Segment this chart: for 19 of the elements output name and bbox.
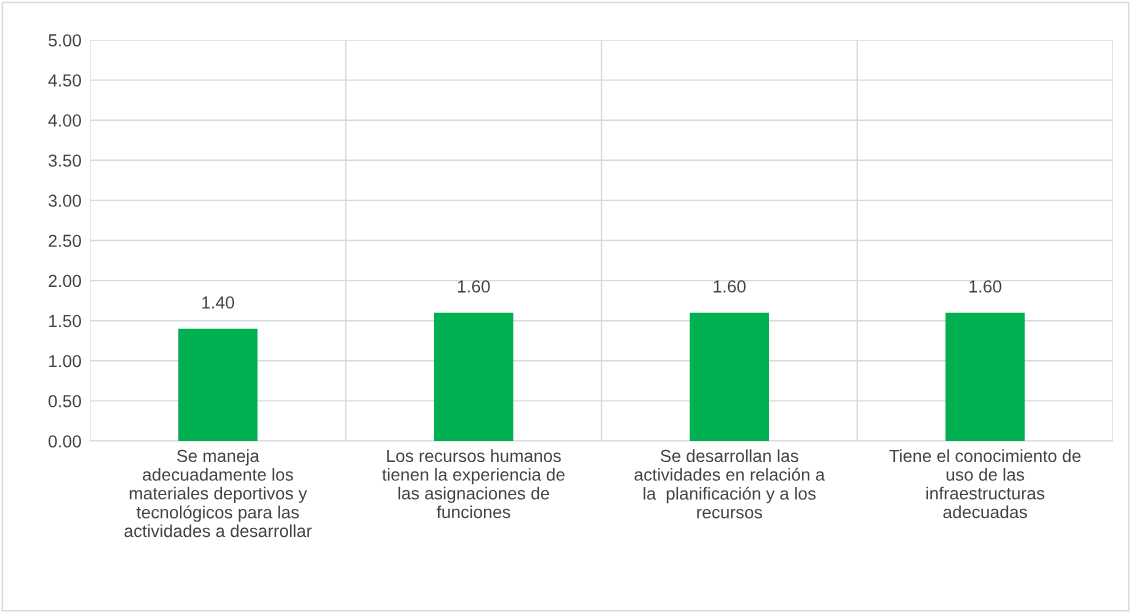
y-tick-label: 4.50 xyxy=(48,74,81,87)
x-tick-label: Se maneja adecuadamente los materiales deportivos y tecnológicos para las actividades a desarrollar xyxy=(124,449,312,538)
x-tick-label: Se desarrollan las actividades en relación a la planificación y a los recursos xyxy=(634,449,825,519)
x-tick-label: Tiene el conocimiento de uso de las infraestructuras adecuadas xyxy=(889,449,1081,519)
data-label: 1.60 xyxy=(969,280,1002,293)
x-tick-label: Los recursos humanos tienen la experiencia de las asignaciones de funciones xyxy=(382,449,565,519)
y-tick-label: 1.50 xyxy=(49,314,81,328)
y-tick-label: 3.00 xyxy=(48,194,81,207)
y-tick-label: 2.00 xyxy=(48,274,81,288)
y-tick-label: 2.50 xyxy=(48,234,81,247)
y-tick-label: 4.00 xyxy=(48,114,81,127)
data-label: 1.60 xyxy=(713,280,746,293)
data-label: 1.60 xyxy=(458,280,490,293)
y-tick-label: 5.00 xyxy=(48,34,81,47)
data-label: 1.40 xyxy=(202,296,235,309)
y-tick-label: 0.50 xyxy=(48,395,81,408)
y-tick-label: 3.50 xyxy=(48,154,81,167)
y-tick-label: 1.00 xyxy=(49,354,81,368)
y-tick-label: 0.00 xyxy=(48,435,81,448)
